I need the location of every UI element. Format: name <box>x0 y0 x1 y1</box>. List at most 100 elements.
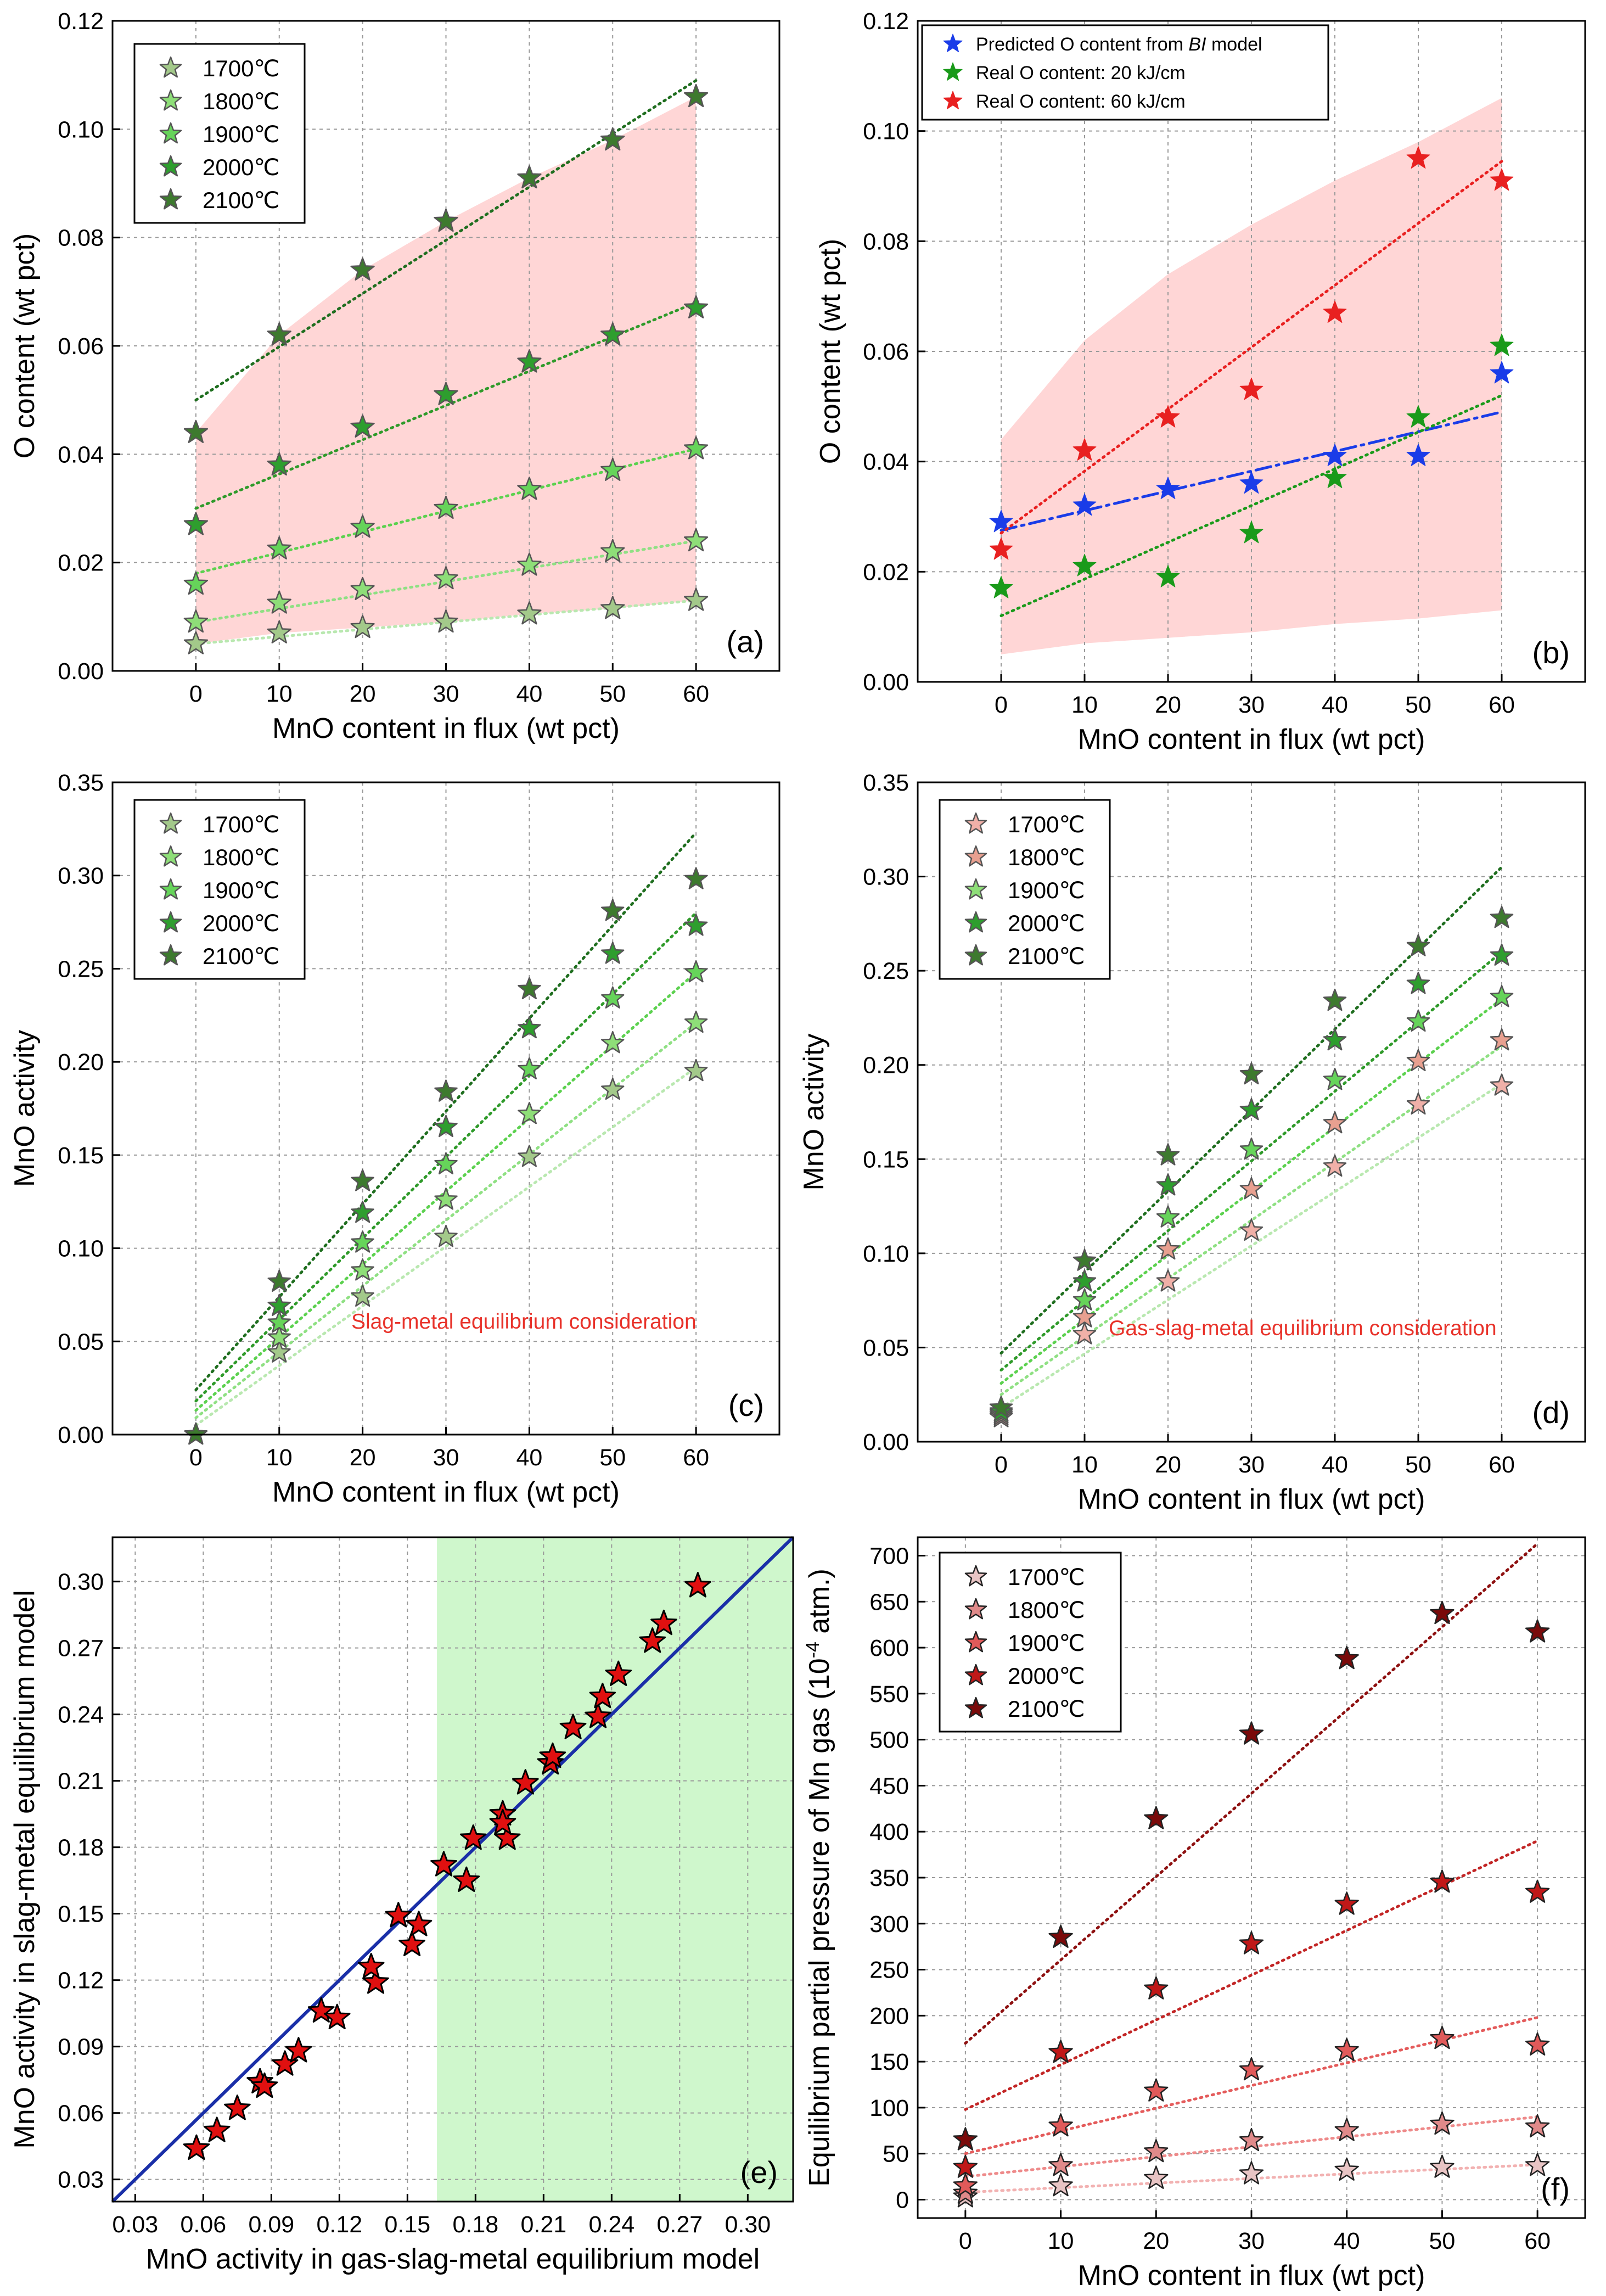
x-tick-label: 10 <box>266 1444 293 1471</box>
data-point <box>1156 1143 1180 1166</box>
y-tick-label: 0.35 <box>58 770 104 796</box>
legend-label: 1800℃ <box>1008 1597 1085 1623</box>
data-point <box>1072 493 1097 516</box>
y-tick-label: 200 <box>869 2003 909 2029</box>
legend-marker <box>159 812 182 834</box>
legend-label: 1700℃ <box>203 55 280 81</box>
data-point <box>1525 1879 1550 1903</box>
legend-marker <box>159 188 182 210</box>
y-tick-label: 0.15 <box>58 1901 104 1928</box>
y-tick-label: 600 <box>869 1635 909 1661</box>
y-axis-label: O content (wt pct) <box>815 239 846 464</box>
panel-label: (f) <box>1541 2171 1570 2206</box>
data-point <box>1406 146 1430 169</box>
data-point <box>351 1230 374 1253</box>
legend-marker <box>159 944 182 966</box>
y-tick-label: 0.04 <box>863 449 909 475</box>
data-point <box>518 1101 541 1124</box>
legend-label-part: Predicted O content from <box>976 34 1188 55</box>
data-point <box>1323 1111 1347 1134</box>
identity-line <box>111 1536 795 2203</box>
y-tick-label: 0.25 <box>58 956 104 982</box>
legend-box <box>921 24 1329 121</box>
legend-label: 2100℃ <box>1008 943 1085 969</box>
x-tick-label: 0.15 <box>384 2211 430 2238</box>
data-point <box>1156 1205 1180 1228</box>
data-point <box>1156 477 1180 500</box>
y-tick-label: 0.00 <box>58 658 104 685</box>
data-point <box>184 1422 208 1445</box>
data-point <box>459 1824 487 1850</box>
y-tick-label: 0.30 <box>863 864 909 891</box>
x-tick-label: 10 <box>1071 692 1098 718</box>
data-point <box>1239 377 1264 400</box>
data-point <box>1525 2153 1550 2176</box>
data-point <box>600 457 625 481</box>
x-tick-label: 0.21 <box>520 2211 566 2238</box>
data-point <box>357 1953 385 1979</box>
data-point <box>1406 444 1430 466</box>
legend-label: 2000℃ <box>1008 910 1085 936</box>
y-tick-label: 0.30 <box>58 863 104 889</box>
data-point <box>1323 988 1347 1011</box>
fit-line <box>964 1542 1539 2045</box>
y-tick-label: 500 <box>869 1727 909 1754</box>
y-tick-label: 0.08 <box>58 225 104 251</box>
data-point <box>1406 1092 1430 1115</box>
data-point <box>1239 1218 1264 1241</box>
legend-label: Real O content: 20 kJ/cm <box>976 63 1186 83</box>
fit-line <box>194 301 698 510</box>
y-tick-label: 0.10 <box>863 1241 909 1267</box>
data-point <box>267 536 291 560</box>
legend-label: 1800℃ <box>203 88 280 114</box>
panel-d-chart: 0 10 20 30 40 50 60 0.00 0.05 0.10 0.15 0.20 0.25 0.3… <box>798 770 1586 1515</box>
y-tick-label: 350 <box>869 1865 909 1891</box>
y-tick-label: 100 <box>869 2095 909 2121</box>
data-point <box>518 977 541 1000</box>
fit-line <box>999 160 1503 535</box>
data-point <box>1072 1248 1097 1271</box>
legend-marker <box>159 89 182 111</box>
data-point <box>684 867 708 889</box>
y-tick-label: 0.08 <box>863 228 909 255</box>
data-point <box>1430 1600 1455 1625</box>
y-tick-label: 0.20 <box>58 1049 104 1076</box>
legend-marker <box>964 1696 987 1718</box>
x-tick-label: 0.30 <box>725 2211 771 2238</box>
x-tick-label: 60 <box>1489 1452 1515 1478</box>
data-point <box>1072 553 1097 576</box>
x-tick-label: 20 <box>1143 2228 1169 2254</box>
data-point <box>434 1079 458 1102</box>
data-point <box>1430 1869 1455 1893</box>
legend-marker <box>964 944 987 966</box>
data-point <box>1406 971 1430 994</box>
y-tick-label: 0.25 <box>863 958 909 984</box>
data-point <box>183 631 209 654</box>
plot-frame <box>917 20 1586 683</box>
legend-marker <box>943 91 963 110</box>
data-point <box>430 1851 457 1877</box>
x-tick-label: 50 <box>1429 2228 1456 2254</box>
data-point <box>989 575 1013 598</box>
y-tick-label: 150 <box>869 2049 909 2075</box>
y-tick-label: 0.20 <box>863 1052 909 1079</box>
data-point <box>1156 564 1180 587</box>
data-point <box>517 477 542 500</box>
y-tick-label: 0.02 <box>863 559 909 585</box>
data-point <box>600 127 625 151</box>
legend-marker <box>159 845 182 867</box>
data-point <box>350 614 375 639</box>
legend-label: 2000℃ <box>1008 1663 1085 1689</box>
y-tick-label: 400 <box>869 1819 909 1845</box>
legend-marker <box>159 56 182 78</box>
data-point <box>1239 2057 1264 2081</box>
legend-label-part: BI <box>1188 34 1206 55</box>
data-point <box>1430 2025 1455 2049</box>
fit-line <box>194 831 698 1392</box>
x-tick-label: 50 <box>599 1444 626 1471</box>
y-tick-label: 0.12 <box>863 8 909 35</box>
data-point <box>1144 2139 1169 2163</box>
data-point <box>1239 1062 1264 1085</box>
data-point <box>1239 2161 1264 2185</box>
x-axis-label: MnO content in flux (wt pct) <box>1078 1483 1425 1515</box>
